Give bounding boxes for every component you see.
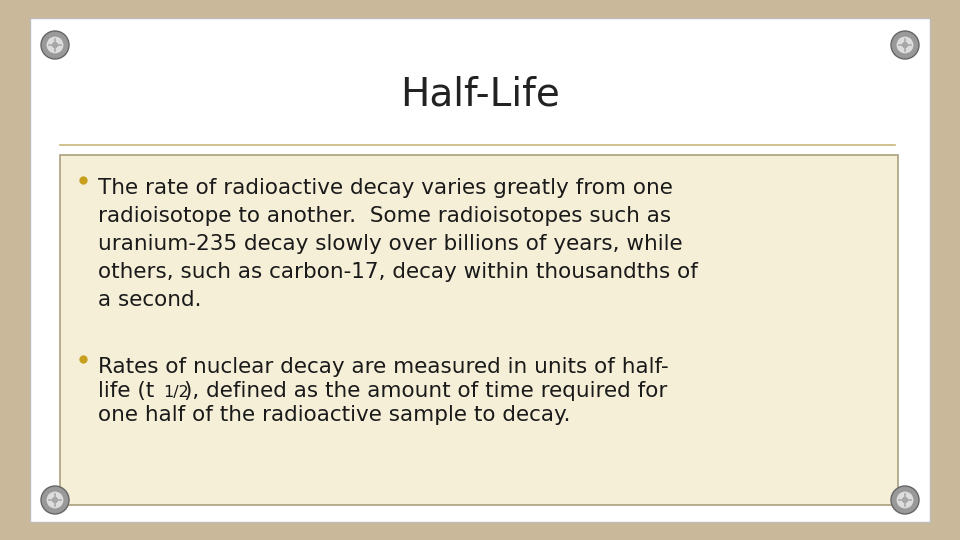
FancyBboxPatch shape: [30, 18, 930, 522]
Text: ), defined as the amount of time required for: ), defined as the amount of time require…: [183, 381, 667, 401]
Circle shape: [52, 42, 58, 48]
Circle shape: [41, 31, 69, 59]
Circle shape: [52, 497, 58, 503]
Text: one half of the radioactive sample to decay.: one half of the radioactive sample to de…: [98, 405, 570, 425]
Text: The rate of radioactive decay varies greatly from one
radioisotope to another.  : The rate of radioactive decay varies gre…: [98, 178, 698, 310]
Text: Rates of nuclear decay are measured in units of half-: Rates of nuclear decay are measured in u…: [98, 357, 668, 377]
Text: 1/2: 1/2: [163, 385, 189, 400]
Circle shape: [896, 36, 914, 54]
Text: Half-Life: Half-Life: [400, 76, 560, 114]
FancyBboxPatch shape: [60, 155, 898, 505]
Circle shape: [902, 42, 908, 48]
Circle shape: [896, 491, 914, 509]
Circle shape: [46, 36, 64, 54]
Circle shape: [891, 31, 919, 59]
Circle shape: [891, 486, 919, 514]
Circle shape: [902, 497, 908, 503]
Circle shape: [41, 486, 69, 514]
Circle shape: [46, 491, 64, 509]
Text: life (t: life (t: [98, 381, 155, 401]
